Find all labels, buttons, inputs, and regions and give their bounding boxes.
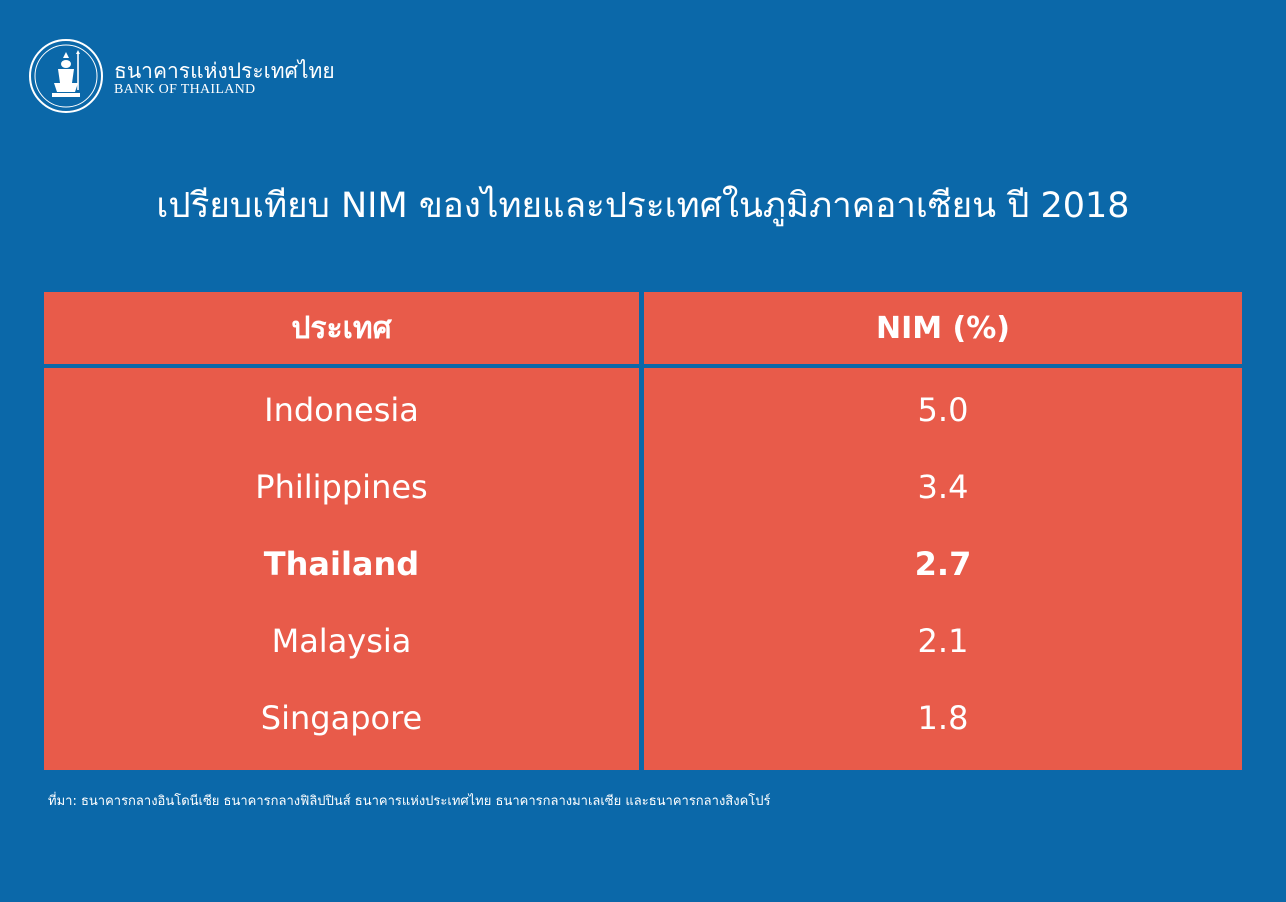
country-cell: Singapore: [260, 699, 423, 737]
country-cell: Malaysia: [271, 622, 412, 660]
page-title: เปรียบเทียบ NIM ของไทยและประเทศในภูมิภาค…: [156, 186, 1130, 226]
nim-value-cell: 2.1: [917, 622, 969, 660]
bank-seal-icon: [29, 39, 103, 113]
nim-value-cell: 1.8: [917, 699, 969, 737]
source-note: ที่มา: ธนาคารกลางอินโดนีเซีย ธนาคารกลางฟ…: [48, 794, 771, 809]
nim-column: 5.0 3.4 2.7 2.1 1.8: [644, 368, 1242, 770]
brand-name-english: BANK OF THAILAND: [114, 82, 256, 97]
country-column: Indonesia Philippines Thailand Malaysia Sing…: [44, 368, 639, 770]
nim-table: ประเทศ NIM (%) Indonesia Philippines Thail…: [44, 292, 1242, 770]
nim-value-cell: 3.4: [917, 468, 969, 506]
nim-value-cell: 5.0: [917, 391, 969, 429]
header-nim: NIM (%): [644, 292, 1242, 364]
header-country: ประเทศ: [44, 292, 639, 364]
country-cell: Indonesia: [264, 391, 419, 429]
brand-name-thai: ธนาคารแห่งประเทศไทย: [114, 59, 335, 83]
bank-logo: ธนาคารแห่งประเทศไทย BANK OF THAILAND: [28, 38, 368, 116]
nim-value-cell: 2.7: [914, 545, 972, 583]
country-cell: Philippines: [255, 468, 428, 506]
country-cell: Thailand: [263, 545, 420, 583]
